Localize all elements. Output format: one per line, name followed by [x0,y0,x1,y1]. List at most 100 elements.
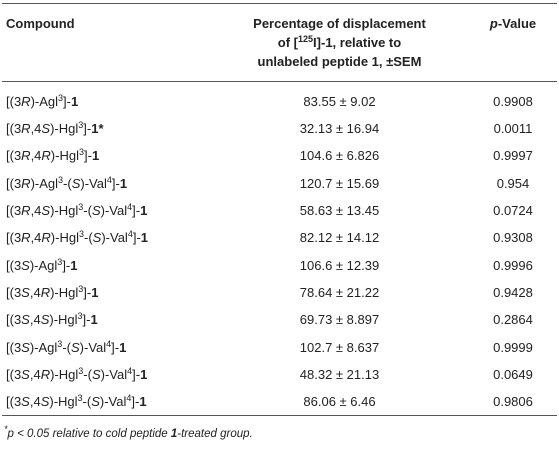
text-run: )-Val [80,175,107,191]
text-run: -( [83,230,93,246]
table-row: [(3R,4R)-Hgl3-(S)-Val4]-1 82.12 ± 14.12 0.… [2,224,557,251]
table-row: [(3S,4S)-Hgl3]-1 69.73 ± 8.897 0.2864 [2,306,557,333]
text-run: ]- [131,394,140,410]
compound-cell: [(3R)-Agl3-(S)-Val4]-1 [2,170,210,197]
displacement-cell: 69.73 ± 8.897 [299,312,380,328]
displacement-cell: 104.6 ± 6.826 [299,148,380,164]
italic-run: S [71,175,81,191]
text-run: [(3 [6,394,22,410]
displacement-cell: 102.7 ± 8.637 [299,339,380,355]
superscript: * [4,424,8,435]
bold-run: 1 [91,284,99,300]
header-row: Compound Percentage of displacement of [1… [2,4,557,82]
italic-run: S [41,121,51,137]
compound-cell: [(3R,4S)-Hgl3-(S)-Val4]-1 [2,197,210,224]
displacement-cell: 32.13 ± 16.94 [299,121,380,137]
superscript: 3 [78,229,84,240]
p-value-cell: 0.9428 [493,284,533,300]
p-value-cell: 0.9997 [493,148,533,164]
superscript: 3 [78,147,84,158]
superscript: 4 [127,202,133,213]
italic-run: S [92,230,102,246]
p-value-cell: 0.9996 [493,257,533,273]
p-value-cell: 0.9806 [493,394,533,410]
superscript: 3 [77,311,83,322]
bold-run: 1 [119,339,127,355]
compound-cell: [(3S,4R)-Hgl3-(S)-Val4]-1 [2,361,210,388]
text-run: )-Hgl [50,230,79,246]
superscript: 3 [58,174,64,185]
table-header: Compound Percentage of displacement of [1… [2,4,557,82]
data-table: Compound Percentage of displacement of [1… [2,3,557,417]
italic-run: S [91,203,101,219]
text-run: -( [83,366,92,382]
column-header: Percentage of displacement of [125I]-1, … [210,4,469,82]
table-row: [(3R)-Agl3]-1 83.55 ± 9.02 0.9908 [2,82,557,116]
column-header: Compound [2,4,210,82]
bold-run: 1* [91,121,104,137]
text-run: )-Val [101,230,128,246]
text-run: -treated group. [177,428,253,441]
italic-run: S [91,366,101,382]
text-run: -( [62,339,71,355]
italic-run: R [40,284,51,300]
bold-run: 1 [119,175,128,191]
table-body: [(3R)-Agl3]-1 83.55 ± 9.02 0.9908 [(3R,4S)-… [2,82,557,416]
text-run: ]- [83,121,92,137]
text-run: )-Hgl [49,312,78,328]
text-run: )-Agl [30,94,59,109]
italic-run: S [40,394,50,410]
text-run: ,4 [30,148,42,164]
superscript: 3 [57,256,63,267]
superscript: 4 [106,174,112,185]
text-run: ]- [132,230,141,246]
footnote: *p < 0.05 relative to cold peptide 1-tre… [4,425,559,441]
displacement-cell: 82.12 ± 14.12 [299,230,380,246]
text-run: ]- [63,94,71,109]
superscript: 3 [57,338,63,349]
text-run: [(3 [6,230,22,246]
text-run: ,4 [29,312,41,328]
text-run: [(3 [6,312,22,328]
text-run: ]- [111,175,120,191]
text-run: )-Val [99,394,127,410]
italic-run: S [40,312,50,328]
italic-run: S [70,339,80,355]
p-value-cell: 0.0724 [493,203,533,219]
p-value-cell: 0.9908 [493,94,533,109]
text-run: ,4 [29,394,41,410]
italic-run: R [41,230,51,246]
displacement-cell: 78.64 ± 21.22 [299,284,380,300]
superscript: 3 [78,120,84,131]
text-run: ,4 [30,121,42,137]
text-run: )-Val [100,366,128,382]
italic-run: S [21,339,30,355]
bold-run: 1 [70,257,78,273]
text-run: ]- [83,148,92,164]
superscript: 3 [78,365,84,376]
p-value-cell: 0.2864 [493,312,533,328]
text-run: -( [83,203,92,219]
displacement-cell: 86.06 ± 6.46 [303,394,376,410]
table-row: [(3R,4R)-Hgl3]-1 104.6 ± 6.826 0.9997 [2,142,557,169]
compound-cell: [(3S)-Agl3-(S)-Val4]-1 [2,333,210,360]
column-header: p-Value [469,4,557,82]
superscript: 4 [127,365,133,376]
bold-run: 1 [90,312,98,328]
p-value-cell: 0.9308 [493,230,533,246]
text-run: [(3 [6,94,22,109]
superscript: 3 [78,283,84,294]
table-row: [(3R,4S)-Hgl3]-1* 32.13 ± 16.94 0.0011 [2,115,557,142]
text-run: )-Agl [29,339,58,355]
p-value-cell: 0.954 [496,175,530,191]
text-run: [(3 [6,284,22,300]
text-run: )-Hgl [50,148,79,164]
text-run: ]- [111,339,120,355]
text-run: I]-1, relative to unlabeled peptide 1, ±… [257,35,422,69]
compound-cell: [(3S,4R)-Hgl3]-1 [2,279,210,306]
italic-run: S [21,366,30,382]
text-run: )-Hgl [50,284,79,300]
bold-run: 1 [70,94,79,109]
bold-run: 1 [170,428,178,441]
text-run: [(3 [6,339,22,355]
